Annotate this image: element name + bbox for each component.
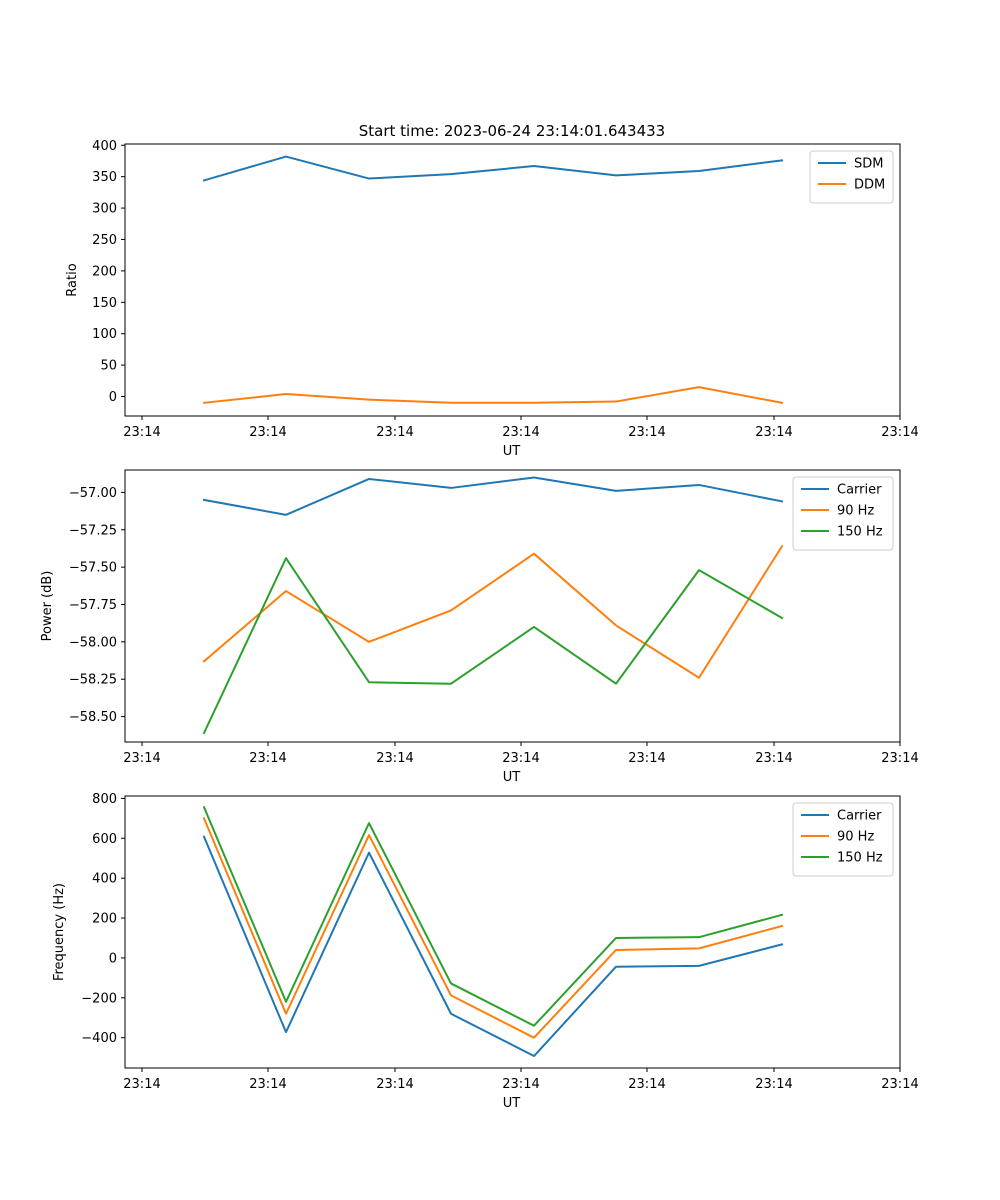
series-line-1 xyxy=(202,835,784,1058)
y-tick-label: 400 xyxy=(92,872,117,887)
y-tick-label: 600 xyxy=(92,832,117,847)
y-tick-label: −57.25 xyxy=(69,523,117,538)
y-axis-label: Power (dB) xyxy=(40,571,55,642)
axes-root: 23:14 23:14 23:14 23:14 23:14 23:14 23:14 0 50 10… xyxy=(40,139,919,1111)
subplot-3: 23:14 23:14 23:14 23:14 23:14 23:14 23:14 −400 −… xyxy=(52,792,919,1111)
x-tick-label: 23:14 xyxy=(881,751,918,766)
legend: Carrier 90 Hz 150 Hz xyxy=(792,476,894,551)
y-tick-label: −58.50 xyxy=(69,710,117,725)
legend-label: 150 Hz xyxy=(837,525,883,540)
legend-label: 90 Hz xyxy=(837,830,874,845)
x-tick-label: 23:14 xyxy=(628,425,665,440)
x-tick-label: 23:14 xyxy=(376,425,413,440)
x-tick-label: 23:14 xyxy=(628,1077,665,1092)
y-tick-label: 0 xyxy=(109,951,117,966)
plot-area xyxy=(125,796,900,1068)
x-axis-label: UT xyxy=(503,444,521,459)
series-line-1 xyxy=(202,155,784,182)
y-tick-label: 100 xyxy=(92,327,117,342)
y-tick-label: −58.25 xyxy=(69,673,117,688)
series-line-2 xyxy=(202,544,784,679)
figure-title: Start time: 2023-06-24 23:14:01.643433 xyxy=(359,122,665,140)
legend: Carrier 90 Hz 150 Hz xyxy=(792,802,894,877)
x-tick-label: 23:14 xyxy=(881,1077,918,1092)
legend: SDM DDM xyxy=(809,150,894,204)
y-tick-label: −58.00 xyxy=(69,635,117,650)
series-line-2 xyxy=(202,817,784,1039)
y-tick-label: 150 xyxy=(92,296,117,311)
series-line-3 xyxy=(202,805,784,1027)
y-tick-label: −57.50 xyxy=(69,561,117,576)
legend-label: 150 Hz xyxy=(837,851,883,866)
plot-area xyxy=(125,144,900,416)
axes-frame xyxy=(124,469,901,743)
y-tick-label: 350 xyxy=(92,170,117,185)
plot-area xyxy=(125,470,900,742)
x-tick-label: 23:14 xyxy=(249,1077,286,1092)
subplot-2: 23:14 23:14 23:14 23:14 23:14 23:14 23:14 −57.0… xyxy=(40,469,919,785)
y-tick-label: 50 xyxy=(100,359,117,374)
y-tick-label: 200 xyxy=(92,264,117,279)
x-tick-label: 23:14 xyxy=(123,425,160,440)
y-axis-label: Ratio xyxy=(65,263,80,296)
legend-label: DDM xyxy=(854,178,885,193)
x-tick-label: 23:14 xyxy=(376,1077,413,1092)
x-tick-label: 23:14 xyxy=(755,1077,792,1092)
x-tick-label: 23:14 xyxy=(249,751,286,766)
y-tick-label: −400 xyxy=(81,1031,117,1046)
y-axis-label: Frequency (Hz) xyxy=(52,883,67,981)
x-tick-label: 23:14 xyxy=(249,425,286,440)
series-line-2 xyxy=(202,386,784,404)
series-line-3 xyxy=(202,557,784,735)
axes-frame xyxy=(124,143,901,417)
y-tick-label: 800 xyxy=(92,792,117,807)
legend-label: 90 Hz xyxy=(837,504,874,519)
y-tick-label: 0 xyxy=(109,390,117,405)
y-tick-label: 400 xyxy=(92,139,117,154)
x-tick-label: 23:14 xyxy=(755,751,792,766)
axes-frame xyxy=(124,795,901,1069)
x-tick-label: 23:14 xyxy=(376,751,413,766)
x-tick-label: 23:14 xyxy=(755,425,792,440)
x-axis-label: UT xyxy=(503,1096,521,1111)
x-tick-label: 23:14 xyxy=(881,425,918,440)
x-tick-label: 23:14 xyxy=(502,751,539,766)
y-tick-label: −57.75 xyxy=(69,598,117,613)
x-tick-label: 23:14 xyxy=(502,425,539,440)
legend-label: SDM xyxy=(854,157,883,172)
x-axis-label: UT xyxy=(503,770,521,785)
series-line-1 xyxy=(202,476,784,516)
y-tick-label: −200 xyxy=(81,991,117,1006)
x-tick-label: 23:14 xyxy=(123,1077,160,1092)
y-tick-label: 300 xyxy=(92,202,117,217)
subplot-1: 23:14 23:14 23:14 23:14 23:14 23:14 23:14 0 50 10… xyxy=(65,139,919,459)
y-tick-label: −57.00 xyxy=(69,486,117,501)
legend-label: Carrier xyxy=(837,483,882,498)
x-tick-label: 23:14 xyxy=(502,1077,539,1092)
x-tick-label: 23:14 xyxy=(628,751,665,766)
y-tick-label: 250 xyxy=(92,233,117,248)
x-tick-label: 23:14 xyxy=(123,751,160,766)
legend-label: Carrier xyxy=(837,809,882,824)
y-tick-label: 200 xyxy=(92,912,117,927)
